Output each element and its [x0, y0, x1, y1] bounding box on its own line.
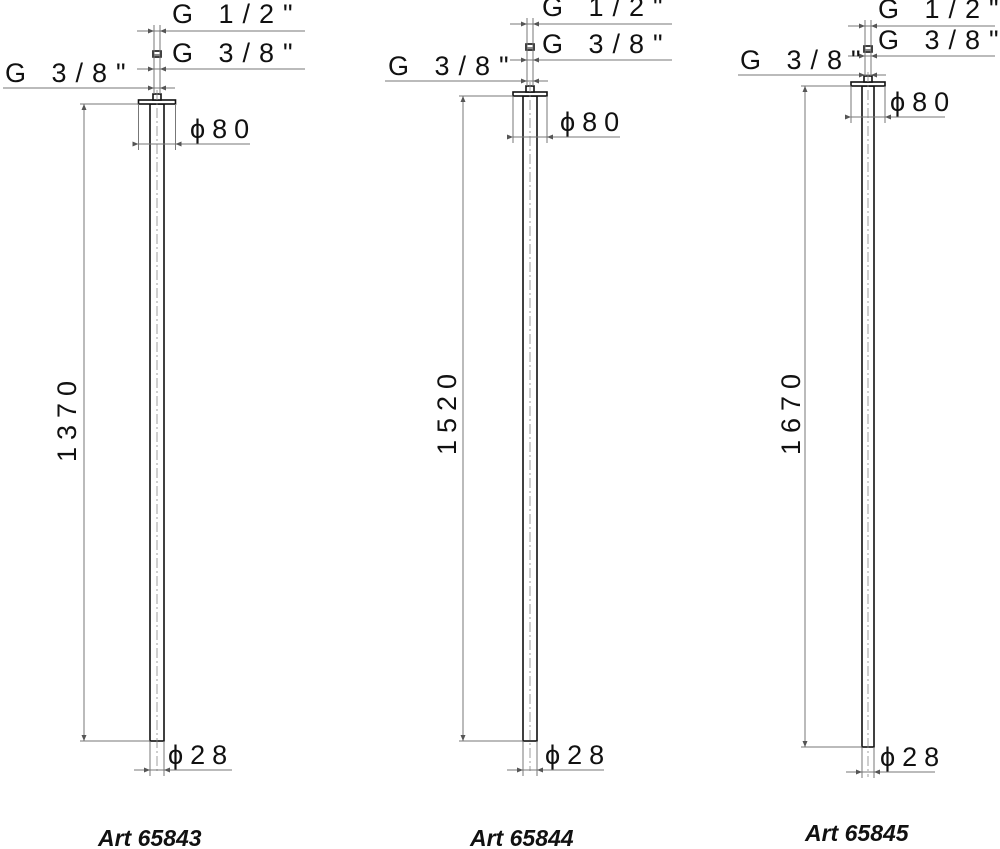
flange-diameter-label: ϕ80 [190, 114, 256, 144]
length-label: 1520 [432, 367, 462, 455]
outlet-dimension-arrow-right [871, 72, 877, 78]
inlet-mid-dimension-arrow-right [533, 57, 539, 63]
inlet-top-thread-label: G 1/2" [172, 0, 302, 29]
inlet-mid-thread-label: G 3/8" [172, 38, 302, 68]
inlet-mid-dimension-arrow-left [521, 57, 527, 63]
pipe-diameter-dimension-arrow-left [144, 767, 150, 773]
article-number-label: Art 65844 [469, 825, 574, 849]
outlet-thread-label: G 3/8" [388, 51, 518, 81]
flange-diameter-dimension-arrow-left [132, 141, 139, 147]
outlet-dimension-arrow-right [160, 85, 166, 91]
inlet-top-dimension-arrow-left [521, 21, 527, 27]
drawing-art-65843: 1370 G 1/2" G 3/8" G 3/8" ϕ80 ϕ28 Art 65843 [3, 0, 305, 849]
length-arrow-top [802, 86, 808, 92]
flange-diameter-dimension-arrow-right [547, 134, 553, 140]
inlet-mid-dimension-arrow-right [160, 66, 166, 72]
inlet-top-thread-label: G 1/2" [878, 0, 1000, 24]
pipe-diameter-label: ϕ28 [880, 742, 946, 772]
flange-diameter-label: ϕ80 [890, 87, 956, 117]
flange-diameter-dimension-arrow-left [507, 134, 513, 140]
inlet-mid-dimension-arrow-left [859, 53, 865, 59]
pipe-diameter-dimension-arrow-right [537, 767, 543, 773]
inlet-mid-dimension-arrow-right [871, 53, 877, 59]
outlet-dimension-arrow-left [521, 78, 527, 84]
length-arrow-top [81, 104, 87, 110]
length-label: 1370 [52, 374, 82, 462]
pipe-diameter-dimension-arrow-right [164, 767, 170, 773]
inlet-fitting [152, 50, 162, 58]
flange-diameter-dimension-arrow-right [885, 114, 891, 120]
outlet-thread-label: G 3/8" [5, 58, 135, 88]
pipe-diameter-label: ϕ28 [168, 740, 234, 770]
pipe-diameter-dimension-arrow-right [874, 769, 880, 775]
pipe-diameter-label: ϕ28 [545, 740, 611, 770]
pipe-diameter-dimension-arrow-left [856, 769, 862, 775]
article-number-label: Art 65845 [804, 820, 910, 846]
inlet-mid-dimension-arrow-left [148, 66, 154, 72]
length-arrow-top [460, 96, 466, 102]
inlet-top-thread-label: G 1/2" [542, 0, 672, 22]
outlet-thread-label: G 3/8" [740, 45, 870, 75]
inlet-mid-thread-label: G 3/8" [542, 29, 672, 59]
inlet-top-dimension-arrow-right [871, 23, 877, 29]
article-number-label: Art 65843 [97, 825, 202, 849]
flange-diameter-dimension-arrow-right [175, 141, 182, 147]
length-arrow-bottom [802, 741, 808, 747]
drawing-art-65844: 1520 G 1/2" G 3/8" G 3/8" ϕ80 ϕ28 Art 65844 [385, 0, 672, 849]
flange-diameter-label: ϕ80 [560, 107, 626, 137]
outlet-dimension-arrow-left [148, 85, 154, 91]
inlet-fitting [863, 45, 873, 53]
flange-diameter-dimension-arrow-left [845, 114, 851, 120]
length-arrow-bottom [81, 735, 87, 741]
pipe-diameter-dimension-arrow-left [517, 767, 523, 773]
length-label: 1670 [776, 367, 806, 455]
inlet-top-dimension-arrow-right [533, 21, 539, 27]
length-arrow-bottom [460, 735, 466, 741]
inlet-fitting [525, 43, 535, 51]
outlet-dimension-arrow-left [859, 72, 865, 78]
inlet-top-dimension-arrow-right [160, 28, 166, 34]
inlet-top-dimension-arrow-left [148, 28, 154, 34]
outlet-dimension-arrow-right [533, 78, 539, 84]
inlet-top-dimension-arrow-left [859, 23, 865, 29]
inlet-mid-thread-label: G 3/8" [878, 25, 1000, 55]
